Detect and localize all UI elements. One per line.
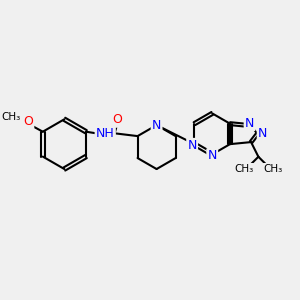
Text: N: N <box>208 149 217 162</box>
Text: CH₃: CH₃ <box>2 112 21 122</box>
Text: O: O <box>112 113 122 127</box>
Text: O: O <box>23 115 33 128</box>
Text: NH: NH <box>96 127 115 140</box>
Text: CH₃: CH₃ <box>234 164 254 174</box>
Text: CH₃: CH₃ <box>263 164 283 174</box>
Text: N: N <box>245 117 254 130</box>
Text: N: N <box>258 128 267 140</box>
Text: N: N <box>188 139 197 152</box>
Text: N: N <box>152 118 161 132</box>
